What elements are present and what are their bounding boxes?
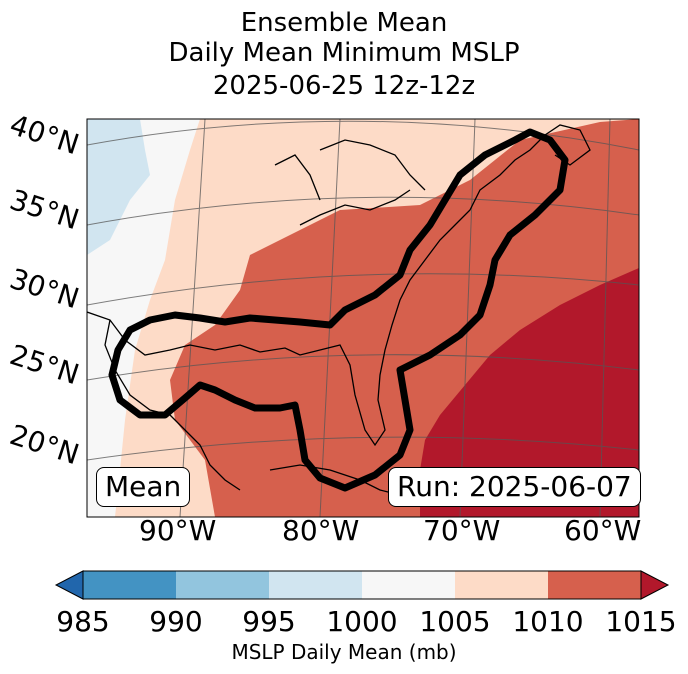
map-frame [86, 118, 640, 518]
colorbar-tick-1010: 1010 [512, 605, 584, 638]
lon-label-70: 70°W [423, 514, 501, 547]
colorbar-segment [455, 571, 548, 599]
colorbar-tick-1015: 1015 [605, 605, 677, 638]
colorbar-tick-1000: 1000 [326, 605, 398, 638]
colorbar-extend-low [54, 570, 84, 600]
colorbar [54, 570, 670, 600]
colorbar-segment [176, 571, 269, 599]
colorbar-tick-990: 990 [149, 605, 203, 638]
title-line-2: Daily Mean Minimum MSLP [168, 38, 520, 68]
colorbar-extend-high [640, 570, 670, 600]
title-line-3: 2025-06-25 12z-12z [212, 71, 476, 101]
pressure-field-above-1015 [420, 268, 639, 517]
colorbar-segment [83, 571, 176, 599]
colorbar-tick-995: 995 [242, 605, 296, 638]
lon-label-60: 60°W [564, 514, 642, 547]
probability-contour [108, 128, 569, 492]
colorbar-segment [548, 571, 641, 599]
lon-label-90: 90°W [139, 514, 217, 547]
run-date-box: Run: 2025-06-07 [388, 467, 641, 507]
colorbar-tick-985: 985 [56, 605, 110, 638]
title-line-1: Ensemble Mean [240, 8, 448, 38]
mean-label-box: Mean [96, 467, 191, 507]
pressure-field-995-1000 [87, 119, 150, 255]
colorbar-segment [362, 571, 455, 599]
map-area [87, 119, 639, 517]
lon-label-80: 80°W [282, 514, 360, 547]
colorbar-tick-1005: 1005 [419, 605, 491, 638]
colorbar-segment [269, 571, 362, 599]
colorbar-frame [82, 570, 642, 600]
colorbar-label: MSLP Daily Mean (mb) [231, 640, 457, 664]
